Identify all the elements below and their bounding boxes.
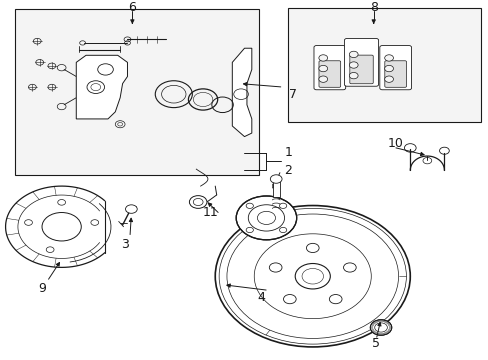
FancyBboxPatch shape bbox=[384, 61, 406, 87]
FancyBboxPatch shape bbox=[313, 46, 345, 90]
Circle shape bbox=[318, 76, 327, 82]
Text: 2: 2 bbox=[284, 164, 292, 177]
Circle shape bbox=[384, 66, 393, 72]
Text: 3: 3 bbox=[121, 238, 129, 251]
Circle shape bbox=[348, 51, 357, 58]
FancyBboxPatch shape bbox=[379, 46, 411, 90]
FancyBboxPatch shape bbox=[344, 39, 378, 86]
Text: 10: 10 bbox=[387, 137, 403, 150]
Circle shape bbox=[384, 55, 393, 61]
Text: 6: 6 bbox=[128, 1, 136, 14]
Circle shape bbox=[236, 196, 296, 240]
FancyBboxPatch shape bbox=[349, 55, 372, 84]
Circle shape bbox=[384, 76, 393, 82]
Text: 1: 1 bbox=[284, 146, 292, 159]
Circle shape bbox=[270, 175, 282, 183]
FancyBboxPatch shape bbox=[318, 61, 340, 87]
Circle shape bbox=[125, 205, 137, 213]
Circle shape bbox=[348, 72, 357, 79]
Bar bbox=[272, 181, 279, 197]
Circle shape bbox=[369, 320, 391, 335]
Circle shape bbox=[189, 195, 206, 208]
Bar bbox=[288, 8, 480, 122]
Text: 11: 11 bbox=[202, 206, 218, 219]
Polygon shape bbox=[232, 48, 251, 136]
Text: 4: 4 bbox=[257, 291, 265, 304]
Bar bbox=[15, 9, 259, 175]
Text: 8: 8 bbox=[369, 1, 377, 14]
Circle shape bbox=[348, 62, 357, 68]
Text: 7: 7 bbox=[289, 88, 297, 101]
Text: 5: 5 bbox=[371, 337, 379, 350]
Polygon shape bbox=[76, 55, 127, 119]
Circle shape bbox=[318, 55, 327, 61]
Circle shape bbox=[318, 66, 327, 72]
Text: 9: 9 bbox=[38, 282, 46, 295]
